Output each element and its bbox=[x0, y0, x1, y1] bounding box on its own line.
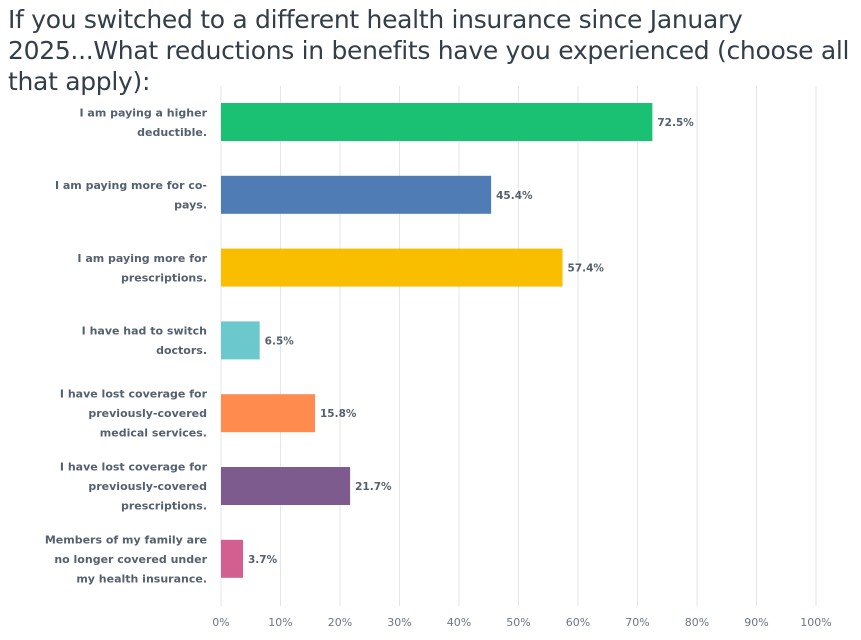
category-label: I have had to switch doctors. bbox=[82, 325, 207, 358]
value-label: 45.4% bbox=[496, 190, 533, 202]
x-tick-label: 100% bbox=[800, 616, 831, 629]
x-tick-label: 90% bbox=[744, 616, 768, 629]
x-axis-ticks: 0% 10% 20% 30% 40% 50% 60% 70% 80% 90% 100% bbox=[212, 616, 831, 629]
bar bbox=[221, 467, 351, 505]
x-tick-label: 0% bbox=[212, 616, 229, 629]
value-label: 21.7% bbox=[355, 481, 392, 493]
bar bbox=[221, 103, 653, 141]
value-label: 15.8% bbox=[320, 408, 357, 420]
value-label: 57.4% bbox=[568, 263, 605, 275]
bars-group bbox=[221, 103, 653, 578]
category-label: I am paying a higher deductible. bbox=[79, 106, 207, 139]
category-label: Members of my family are no longer covere… bbox=[45, 533, 208, 585]
category-labels: I am paying a higher deductible. I am payi… bbox=[45, 106, 208, 585]
bar bbox=[221, 321, 260, 360]
value-label: 3.7% bbox=[248, 554, 278, 566]
bar bbox=[221, 539, 244, 578]
category-label: I have lost coverage for previously-cover… bbox=[60, 388, 208, 440]
category-label: I am paying more for co-pays. bbox=[55, 179, 207, 212]
bar bbox=[221, 394, 316, 433]
value-label: 6.5% bbox=[265, 335, 295, 347]
category-label: I have lost coverage for previously-cover… bbox=[60, 461, 208, 513]
x-tick-label: 70% bbox=[625, 616, 649, 629]
x-tick-label: 30% bbox=[387, 616, 411, 629]
value-label: 72.5% bbox=[657, 117, 694, 129]
x-tick-label: 40% bbox=[447, 616, 471, 629]
value-labels: 72.5% 45.4% 57.4% 6.5% 15.8% 21.7% 3.7% bbox=[248, 117, 694, 566]
x-tick-label: 10% bbox=[268, 616, 292, 629]
x-tick-label: 60% bbox=[566, 616, 590, 629]
bar bbox=[221, 175, 492, 214]
bar bbox=[221, 248, 563, 287]
x-tick-label: 50% bbox=[506, 616, 530, 629]
chart-title: If you switched to a different health in… bbox=[8, 5, 850, 96]
gridlines bbox=[220, 86, 817, 606]
x-tick-label: 80% bbox=[685, 616, 709, 629]
x-tick-label: 20% bbox=[328, 616, 352, 629]
category-label: I am paying more for prescriptions. bbox=[77, 252, 207, 285]
